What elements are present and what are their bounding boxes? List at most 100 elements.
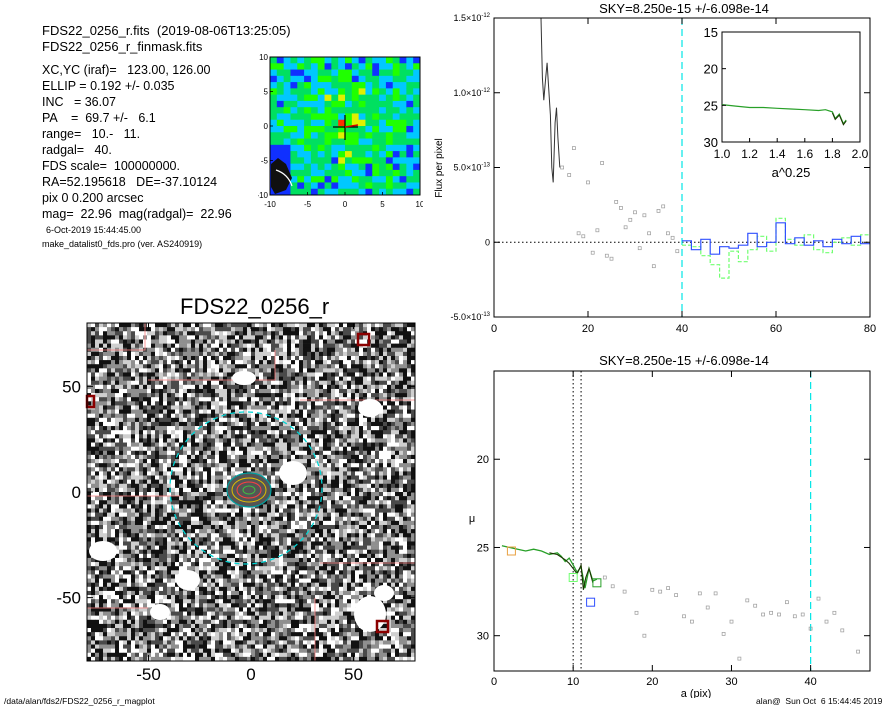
flux-xtick: 60 xyxy=(770,323,782,335)
info-line-radec: RA=52.195618 DE=-37.10124 xyxy=(42,175,218,189)
sb-point xyxy=(729,619,734,624)
flux-point xyxy=(656,209,661,213)
galaxy-ytick: 0 xyxy=(72,483,81,502)
sb-point xyxy=(622,589,627,594)
sb-xlabel: a (pix) xyxy=(681,688,712,698)
flux-point xyxy=(633,210,637,215)
flux-point xyxy=(600,161,604,165)
galaxy-mask-edges xyxy=(87,323,415,661)
flux-series-dark xyxy=(540,17,561,183)
contour-map-xtick: -10 xyxy=(264,200,276,209)
sb-ytick: 30 xyxy=(477,631,489,643)
galaxy-xtick: 0 xyxy=(246,665,255,684)
flux-ytick: 0 xyxy=(485,237,490,247)
info-date: 6-Oct-2019 15:44:45.00 xyxy=(46,225,142,235)
sb-point xyxy=(792,614,797,619)
sb-point xyxy=(658,589,663,594)
flux-xtick: 40 xyxy=(676,323,688,335)
flux-point xyxy=(651,264,656,269)
flux-xtick: 0 xyxy=(491,323,497,335)
sb-point xyxy=(650,587,655,592)
sb-point xyxy=(777,612,781,617)
mask-title: FDS22_0256_r_finmask.fits xyxy=(42,39,203,54)
sb-point xyxy=(840,628,845,633)
inset-ytick: 20 xyxy=(704,62,718,77)
flux-point xyxy=(675,249,680,254)
sb-point xyxy=(674,593,678,597)
flux-ytick: 1.0×10-12 xyxy=(454,88,491,98)
info-line-center: XC,YC (iraf)= 123.00, 126.00 xyxy=(42,63,211,77)
contour-map-xtick: 0 xyxy=(343,200,348,209)
sb-frame xyxy=(493,370,871,672)
contour-map-xtick: -5 xyxy=(304,200,312,209)
contour-map-xtick: 10 xyxy=(416,200,423,209)
contour-map-frame xyxy=(269,56,421,196)
flux-point xyxy=(661,204,666,209)
sb-xtick: 0 xyxy=(491,676,497,688)
sb-xtick: 10 xyxy=(567,676,579,688)
sb-point xyxy=(642,633,647,638)
flux-xtick: 20 xyxy=(582,323,594,335)
flux-point xyxy=(576,231,581,236)
sb-point xyxy=(697,591,702,596)
galaxy-xtick: -50 xyxy=(136,665,161,684)
sb-point xyxy=(824,619,829,624)
sb-marker-box xyxy=(586,597,596,607)
flux-point xyxy=(604,253,609,258)
contour-map-ytick: -10 xyxy=(258,191,269,200)
inset-xtick: 1.8 xyxy=(824,147,841,161)
flux-ytick: -5.0×10-13 xyxy=(451,312,491,322)
contour-map-xtick: 5 xyxy=(380,200,385,209)
flux-ytick: 5.0×10-13 xyxy=(454,163,491,173)
galaxy-radius-circle xyxy=(169,411,323,565)
flux-point xyxy=(560,165,564,170)
flux-point xyxy=(581,234,586,239)
sb-point xyxy=(816,596,821,601)
flux-point xyxy=(623,225,628,230)
flux-point xyxy=(586,180,590,185)
info-line-range: range= 10.- 11. xyxy=(42,127,141,141)
sb-point xyxy=(800,612,805,617)
galaxy-title: FDS22_0256_r xyxy=(180,294,330,319)
sb-point xyxy=(808,626,813,631)
sb-point xyxy=(745,598,750,603)
info-line-scale: FDS scale= 100000000. xyxy=(42,159,180,173)
flux-title: SKY=8.250e-15 +/-6.098e-14 xyxy=(599,1,769,16)
sb-point xyxy=(634,610,639,615)
contour-map-panel: -10 -5 0 5 10 10 5 0 -5 -10 xyxy=(258,53,423,209)
inset-xtick: 2.0 xyxy=(852,147,869,161)
sb-point xyxy=(602,575,607,580)
sb-point xyxy=(785,600,789,605)
sb-point xyxy=(682,614,686,619)
sb-marker-box xyxy=(568,573,578,582)
inset-xlabel: a^0.25 xyxy=(772,165,811,180)
sb-ytick: 20 xyxy=(477,454,489,466)
flux-point xyxy=(609,256,614,261)
info-line-ellip: ELLIP = 0.192 +/- 0.035 xyxy=(42,79,175,93)
contour-map-dark-patch xyxy=(271,158,292,194)
flux-xtick: 80 xyxy=(864,323,876,335)
sb-plot-area: 0 10 20 30 40 20 25 30 xyxy=(477,370,871,688)
sb-point xyxy=(761,612,765,617)
flux-point xyxy=(628,217,633,222)
contour-map-ytick: 5 xyxy=(264,88,269,97)
flux-ylabel: Flux per pixel xyxy=(434,138,445,197)
info-line-mag: mag= 22.96 mag(radgal)= 22.96 xyxy=(42,207,232,221)
contour-map-ytick: 0 xyxy=(264,122,269,131)
footer-path: /data/alan/fds2/FDS22_0256_r_magplot xyxy=(4,696,155,706)
flux-point xyxy=(666,231,670,236)
flux-point xyxy=(572,146,576,150)
sb-point xyxy=(856,649,860,654)
sb-xtick: 20 xyxy=(646,676,658,688)
sb-marker-box xyxy=(592,578,602,588)
galaxy-xtick: 50 xyxy=(344,665,363,684)
inset-panel: 1.0 1.2 1.4 1.6 1.8 2.0 15 20 25 30 a^0.25 xyxy=(704,25,869,180)
sb-xtick: 40 xyxy=(805,676,817,688)
info-program: make_datalist0_fds.pro (ver. AS240919) xyxy=(42,239,203,249)
contour-map-center-marker xyxy=(333,115,359,140)
sb-point xyxy=(832,610,837,615)
sb-point xyxy=(705,605,710,610)
flux-point xyxy=(590,250,595,255)
inset-xtick: 1.6 xyxy=(796,147,813,161)
inset-ytick: 15 xyxy=(704,25,718,40)
